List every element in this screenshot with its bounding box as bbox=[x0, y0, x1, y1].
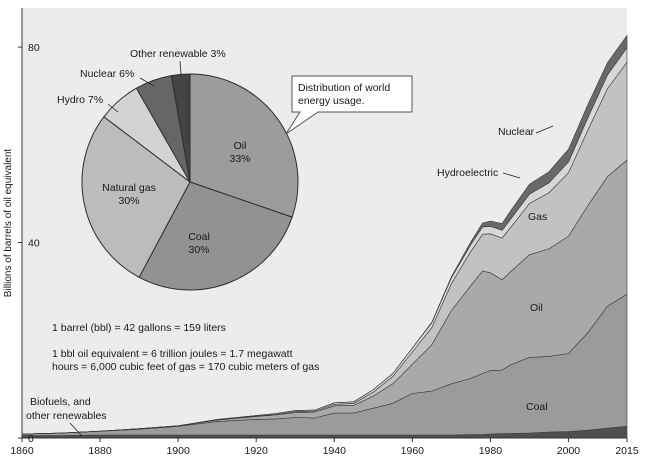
area-labels: Nuclear Hydroelectric Gas Oil Coal Biofu… bbox=[26, 125, 554, 437]
pie-label-natural-gas: Natural gas bbox=[102, 182, 156, 194]
pie-slice-natural-gas bbox=[81, 116, 191, 278]
x-tick-label-1920: 1920 bbox=[245, 445, 269, 457]
callout-line2: energy usage. bbox=[298, 95, 365, 107]
callout-box bbox=[285, 75, 413, 135]
leader-biofuels bbox=[69, 422, 83, 437]
pie-slice-other-renewable bbox=[170, 73, 191, 183]
x-tick-label-1980: 1980 bbox=[479, 445, 503, 457]
pie-label-coal: Coal bbox=[188, 231, 210, 243]
x-tick-label-2015: 2015 bbox=[615, 445, 639, 457]
area-nuclear bbox=[21, 34, 628, 435]
note-gas-equivalent: hours = 6,000 cubic feet of gas = 170 cu… bbox=[52, 361, 319, 373]
pie-callout: Distribution of world energy usage. bbox=[285, 75, 413, 135]
pie-leader-other-renewable bbox=[179, 60, 182, 75]
y-axis-title: Billions of barrels of oil equivalent bbox=[3, 149, 14, 298]
pie-label-oil: Oil bbox=[234, 140, 247, 152]
leader-hydroelectric bbox=[502, 172, 521, 179]
pie-pct-oil: 33% bbox=[229, 153, 250, 165]
conversion-notes: 1 barrel (bbl) = 42 gallons = 159 liters… bbox=[52, 322, 319, 373]
leader-nuclear bbox=[535, 125, 554, 134]
pie-pct-natural-gas: 30% bbox=[118, 195, 139, 207]
pie-label-other-renewable: Other renewable 3% bbox=[130, 48, 226, 60]
label-oil: Oil bbox=[530, 302, 543, 314]
y-tick-label-0: 0 bbox=[28, 433, 34, 445]
x-tick-label-1940: 1940 bbox=[323, 445, 347, 457]
y-tick-label-40: 40 bbox=[28, 238, 40, 250]
callout-line1: Distribution of world bbox=[298, 82, 390, 94]
x-tick-label-1860: 1860 bbox=[10, 445, 34, 457]
x-tick-label-1880: 1880 bbox=[88, 445, 112, 457]
pie-leader-hydro bbox=[107, 103, 119, 113]
y-tick-label-80: 80 bbox=[28, 42, 40, 54]
x-tick-label-2000: 2000 bbox=[557, 445, 581, 457]
pie-leader-nuclear bbox=[139, 77, 155, 87]
pie-chart bbox=[81, 73, 299, 291]
pie-slice-coal bbox=[138, 181, 293, 291]
label-hydroelectric: Hydroelectric bbox=[437, 167, 498, 179]
axes bbox=[21, 8, 627, 439]
label-coal: Coal bbox=[526, 401, 548, 413]
x-tick-label-1900: 1900 bbox=[166, 445, 190, 457]
note-oil-equivalent: 1 bbl oil equivalent = 6 trillion joules… bbox=[52, 348, 293, 360]
label-gas: Gas bbox=[528, 211, 547, 223]
label-nuclear: Nuclear bbox=[498, 126, 535, 138]
x-tick-label-1960: 1960 bbox=[401, 445, 425, 457]
label-biofuels-line1: Biofuels, and bbox=[30, 396, 91, 408]
pie-pct-coal: 30% bbox=[188, 244, 209, 256]
note-barrel: 1 barrel (bbl) = 42 gallons = 159 liters bbox=[52, 322, 226, 334]
pie-label-nuclear: Nuclear 6% bbox=[80, 68, 134, 80]
pie-labels: Oil 33% Coal 30% Natural gas 30% Hydro 7… bbox=[57, 48, 251, 256]
area-series-layer bbox=[21, 34, 628, 439]
label-biofuels-line2: other renewables bbox=[26, 410, 107, 422]
pie-label-hydro: Hydro 7% bbox=[57, 94, 103, 106]
pie-slice-oil bbox=[189, 73, 299, 218]
axis-ticks: 1860 1880 1900 1920 1940 1960 1980 2000 2015 0 40 8… bbox=[10, 42, 639, 457]
